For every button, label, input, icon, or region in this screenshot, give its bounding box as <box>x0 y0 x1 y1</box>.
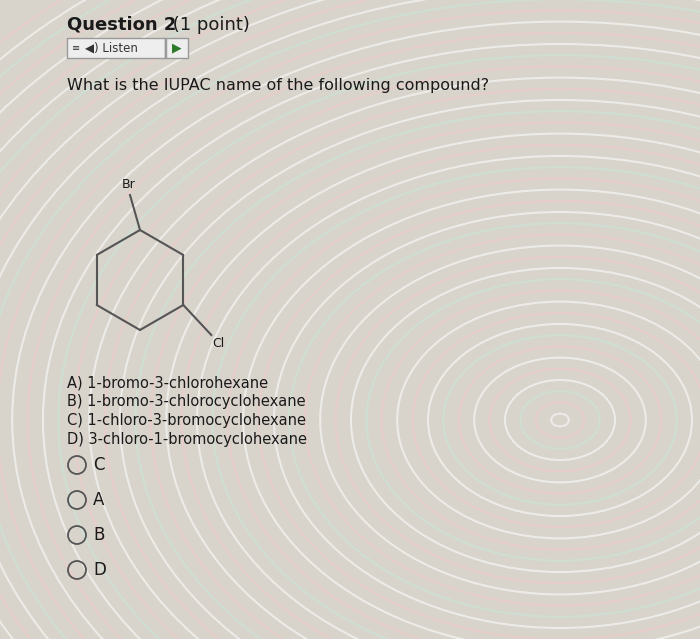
Text: D) 3-chloro-1-bromocyclohexane: D) 3-chloro-1-bromocyclohexane <box>67 432 307 447</box>
Text: A: A <box>93 491 104 509</box>
Text: ◀) Listen: ◀) Listen <box>85 42 138 54</box>
Text: Cl: Cl <box>212 337 225 350</box>
Text: Question 2: Question 2 <box>67 16 176 34</box>
Text: C) 1-chloro-3-bromocyclohexane: C) 1-chloro-3-bromocyclohexane <box>67 413 306 428</box>
FancyBboxPatch shape <box>166 38 188 58</box>
Text: A) 1-bromo-3-chlorohexane: A) 1-bromo-3-chlorohexane <box>67 375 268 390</box>
Text: C: C <box>93 456 104 474</box>
Text: D: D <box>93 561 106 579</box>
Text: Br: Br <box>122 178 136 191</box>
Text: B) 1-bromo-3-chlorocyclohexane: B) 1-bromo-3-chlorocyclohexane <box>67 394 306 409</box>
Text: ▶: ▶ <box>172 42 182 54</box>
Text: ≡: ≡ <box>72 43 80 53</box>
Text: (1 point): (1 point) <box>167 16 250 34</box>
FancyBboxPatch shape <box>67 38 165 58</box>
Text: What is the IUPAC name of the following compound?: What is the IUPAC name of the following … <box>67 78 489 93</box>
Text: B: B <box>93 526 104 544</box>
